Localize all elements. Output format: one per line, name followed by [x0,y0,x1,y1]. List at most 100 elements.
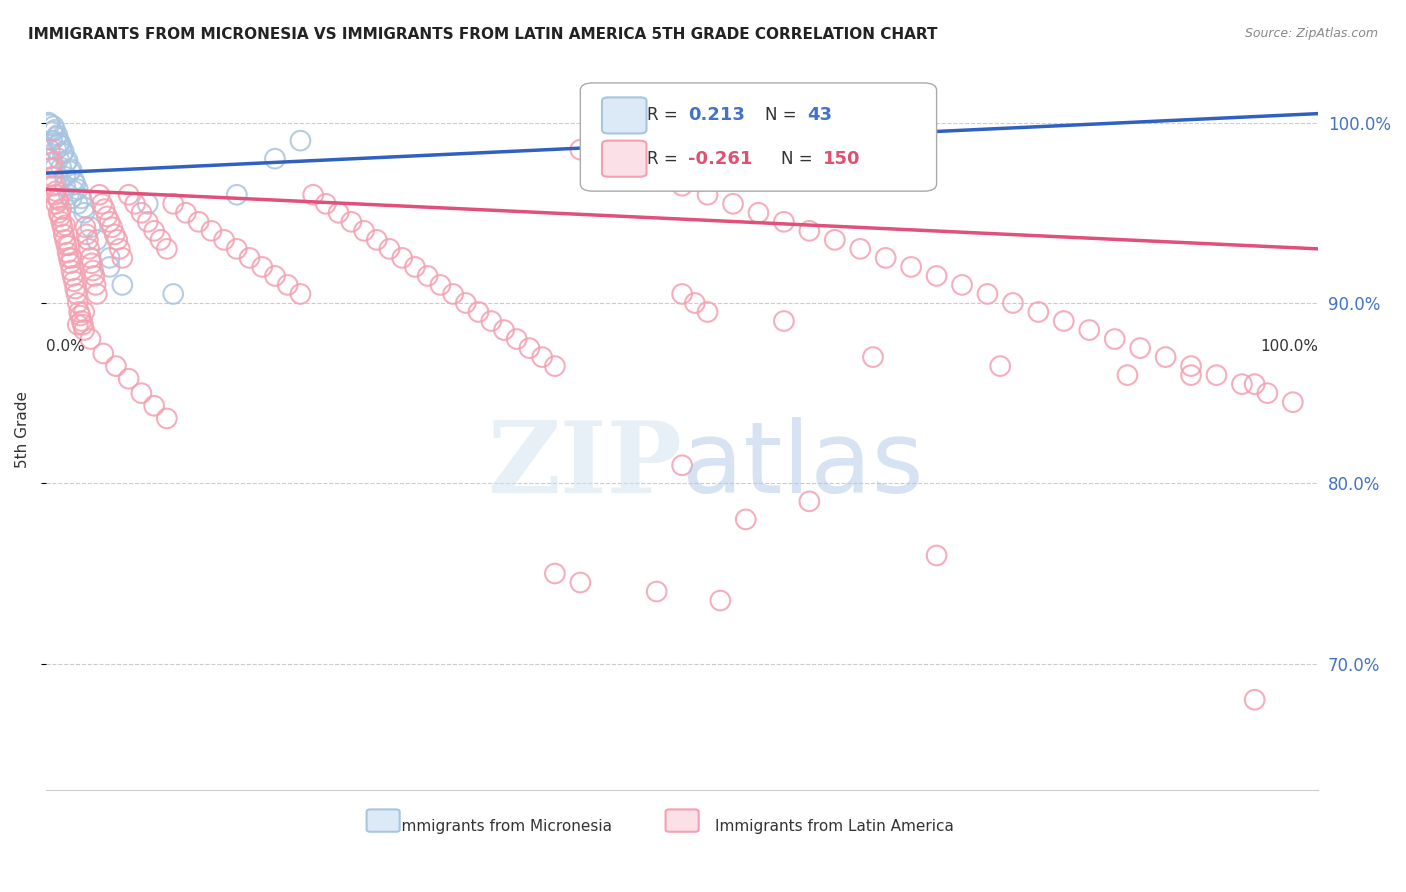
Point [1154,350,1177,364]
Point [104,359,127,373]
Point [69,309,91,323]
Point [1078,323,1101,337]
Point [799,494,821,508]
Point [734,512,756,526]
Point [48,193,70,207]
Point [492,323,515,337]
Point [58,238,80,252]
Y-axis label: 5th Grade: 5th Grade [15,391,30,467]
Point [862,350,884,364]
Point [73,323,96,337]
Point [41,125,63,139]
Point [118,187,141,202]
Point [1243,692,1265,706]
Point [46,128,69,143]
Point [111,251,134,265]
Point [44,187,66,202]
Point [59,256,82,270]
Point [1116,368,1139,383]
Point [56,245,79,260]
Point [225,242,247,256]
Point [105,233,128,247]
Point [849,242,872,256]
Point [118,372,141,386]
Point [72,318,94,332]
Point [65,177,87,191]
Point [454,296,477,310]
Point [671,178,693,193]
Point [82,263,104,277]
Point [63,274,86,288]
Point [645,169,668,184]
Point [55,238,77,252]
Point [721,196,744,211]
Point [49,210,72,224]
Point [42,120,65,134]
Point [91,196,114,211]
Point [41,155,63,169]
Point [1205,368,1227,383]
Point [925,268,948,283]
Point [824,233,846,247]
Point [187,215,209,229]
Point [79,251,101,265]
Point [66,318,89,332]
Point [429,277,451,292]
Point [747,206,769,220]
Point [620,161,643,175]
Point [200,224,222,238]
Point [875,251,897,265]
Point [56,153,79,168]
Point [595,152,617,166]
Point [73,201,96,215]
Point [709,593,731,607]
Text: R =: R = [647,106,678,124]
Point [89,187,111,202]
Point [111,277,134,292]
Point [799,224,821,238]
Point [66,196,89,211]
Point [366,233,388,247]
Point [80,256,103,270]
Point [51,161,73,175]
FancyBboxPatch shape [602,97,647,134]
Point [60,191,83,205]
Point [59,164,82,178]
Point [531,350,554,364]
Point [988,359,1011,373]
Text: 100.0%: 100.0% [1260,339,1319,354]
Point [49,136,72,150]
Text: R =: R = [647,150,678,168]
Point [53,233,76,247]
Point [136,215,159,229]
Text: N =: N = [782,150,813,168]
Point [900,260,922,274]
Point [48,137,70,152]
Point [62,268,84,283]
Point [73,305,96,319]
Point [48,152,70,166]
Point [65,287,87,301]
Point [1001,296,1024,310]
Point [1180,368,1202,383]
Point [63,173,86,187]
Point [52,145,75,159]
Point [84,277,107,292]
Point [950,277,973,292]
Point [156,411,179,425]
Point [225,187,247,202]
Point [671,458,693,473]
Point [544,359,567,373]
Point [416,268,439,283]
Point [264,268,287,283]
Point [124,196,146,211]
Point [51,202,73,217]
Point [1282,395,1305,409]
Point [41,169,63,184]
Point [174,206,197,220]
Point [1230,377,1253,392]
Point [569,575,592,590]
Point [60,251,83,265]
Point [75,220,97,235]
Point [315,196,337,211]
